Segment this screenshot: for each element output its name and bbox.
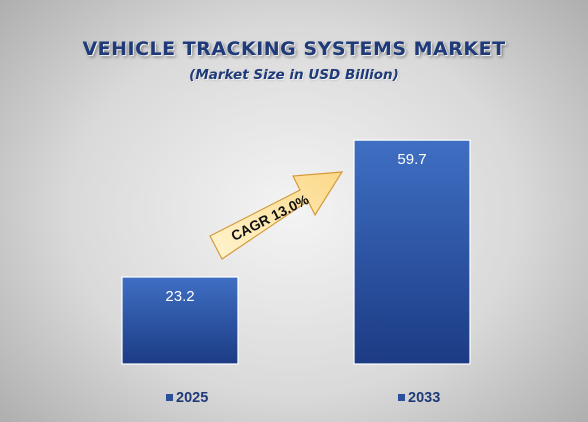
- bar-value-label-2033: 59.7: [397, 151, 426, 168]
- bar-2033: [353, 139, 471, 365]
- legend-swatch-2025: [166, 394, 173, 401]
- chart-title: VEHICLE TRACKING SYSTEMS MARKET: [82, 38, 506, 60]
- chart-subtitle: (Market Size in USD Billion): [189, 67, 399, 83]
- cagr-arrow: CAGR 13.0%: [209, 171, 344, 260]
- bar-value-label-2025: 23.2: [165, 288, 194, 305]
- legend-swatch-2033: [398, 394, 405, 401]
- cagr-arrow-shape: [209, 171, 344, 260]
- legend-label-2025: 2025: [176, 390, 208, 406]
- legend: 2025 2033: [166, 390, 440, 406]
- cagr-label: CAGR 13.0%: [228, 191, 311, 244]
- legend-label-2033: 2033: [408, 390, 440, 406]
- bar-2025: [121, 276, 239, 365]
